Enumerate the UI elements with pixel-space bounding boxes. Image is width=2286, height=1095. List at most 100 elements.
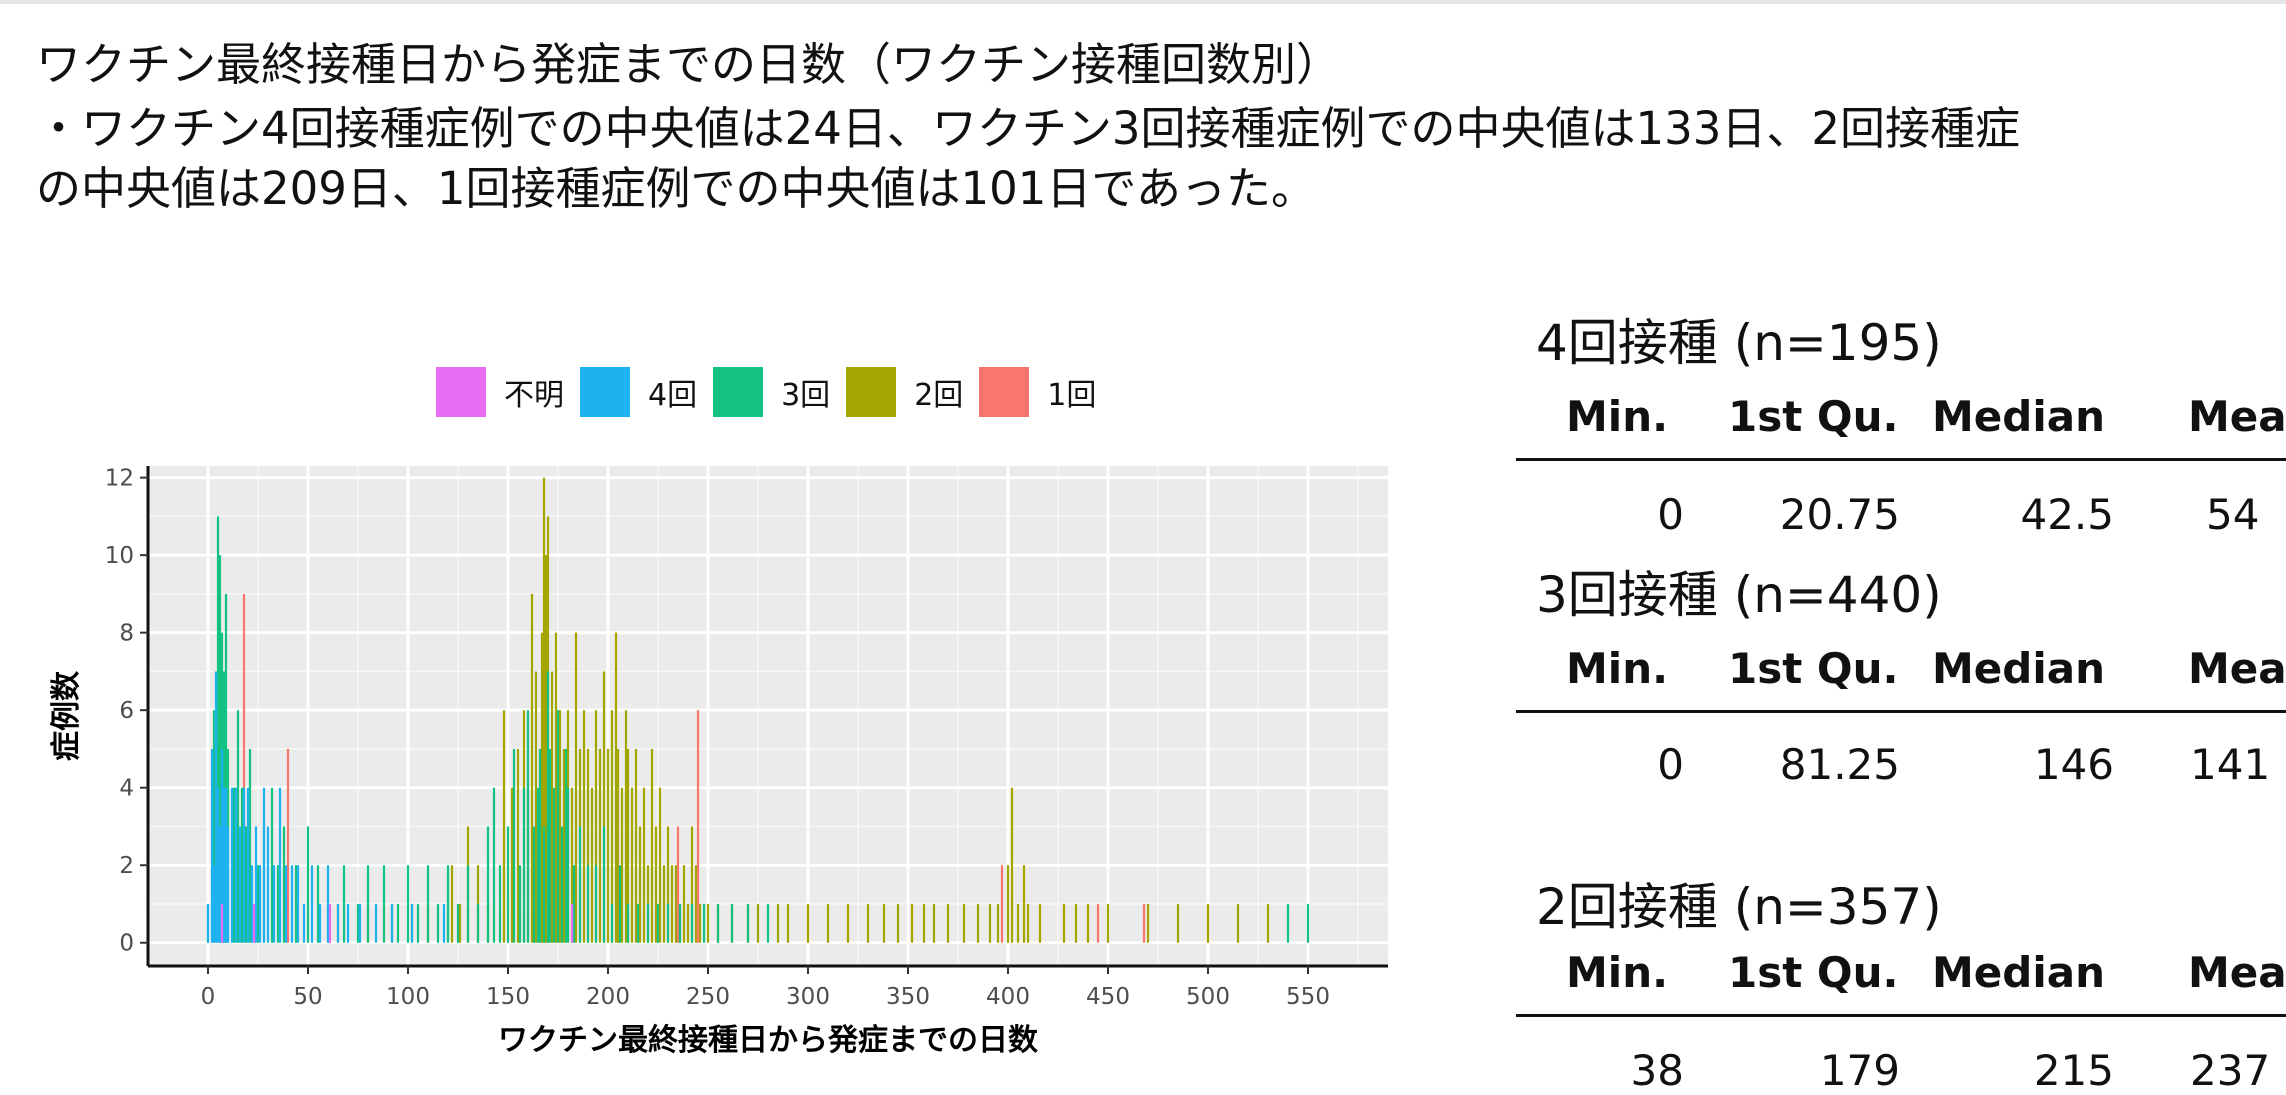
bar-2回 <box>1026 903 1030 943</box>
bar-4回 <box>246 787 250 943</box>
bar-3回 <box>766 903 770 943</box>
bar-3回 <box>536 787 540 943</box>
y-tick-label: 6 <box>119 698 134 724</box>
bar-4回 <box>258 865 262 943</box>
bar-2回 <box>996 903 1000 943</box>
bar-3回 <box>316 865 320 943</box>
bar-3回 <box>552 787 556 943</box>
stats-head-min-dose2: Min. <box>1566 948 1669 997</box>
bar-3回 <box>446 865 450 943</box>
bar-2回 <box>1176 903 1180 943</box>
legend-item-dose2: 2回 <box>846 367 963 417</box>
stats-head-median-dose4: Median <box>1932 392 2105 441</box>
legend-swatch-dose4 <box>580 367 630 417</box>
bar-2回 <box>630 787 634 943</box>
bar-2回 <box>686 903 690 943</box>
bar-2回 <box>582 710 586 943</box>
bar-4回 <box>262 787 266 943</box>
legend-label-dose4: 4回 <box>648 378 698 413</box>
bar-1回 <box>1000 865 1004 943</box>
bar-3回 <box>256 865 260 943</box>
bar-4回 <box>230 787 234 943</box>
histogram-chart: 0 50 100 150 200 250 300 350 400 450 500 550 0 2 4 6 8 10… <box>49 466 1388 1058</box>
legend-item-unknown: 不明 <box>436 367 564 417</box>
y-tick-label: 12 <box>105 466 134 492</box>
bar-3回 <box>416 903 420 943</box>
bar-3回 <box>548 748 552 943</box>
bar-4回 <box>234 787 238 943</box>
bar-2回 <box>846 903 850 943</box>
legend-swatch-unknown <box>436 367 486 417</box>
bar-3回 <box>656 903 660 943</box>
bar-3回 <box>578 826 582 943</box>
bar-2回 <box>620 787 624 943</box>
stats-val-q1-dose4: 20.75 <box>1779 490 1900 539</box>
bar-2回 <box>674 865 678 943</box>
bar-3回 <box>560 826 564 943</box>
y-tick-label: 8 <box>119 621 134 647</box>
x-tick-label: 550 <box>1286 984 1330 1010</box>
bar-2回 <box>650 748 654 943</box>
bar-3回 <box>396 903 400 943</box>
note-line-2: の中央値は209日、1回接種症例での中央値は101日であった。 <box>36 162 1316 215</box>
bar-3回 <box>618 865 622 943</box>
bar-2回 <box>610 710 614 943</box>
bar-3回 <box>506 826 510 943</box>
bar-2回 <box>616 748 620 943</box>
bar-2回 <box>976 903 980 943</box>
x-tick-label: 50 <box>293 984 322 1010</box>
legend-item-dose4: 4回 <box>580 367 697 417</box>
bar-不明 <box>328 903 332 943</box>
bar-1回 <box>676 826 680 943</box>
bar-3回 <box>244 826 248 943</box>
bar-4回 <box>346 903 350 943</box>
bar-2回 <box>962 903 966 943</box>
bar-4回 <box>302 903 306 943</box>
bar-不明 <box>570 903 574 943</box>
legend-item-dose1: 1回 <box>979 367 1096 417</box>
x-tick-label: 450 <box>1086 984 1130 1010</box>
top-rule <box>0 0 2286 4</box>
bar-2回 <box>776 903 780 943</box>
x-tick-label: 250 <box>686 984 730 1010</box>
bar-2回 <box>1146 903 1150 943</box>
bar-4回 <box>224 787 228 943</box>
bar-4回 <box>374 903 378 943</box>
stats-val-min-dose3: 0 <box>1657 740 1684 789</box>
bar-4回 <box>266 826 270 943</box>
stats-head-q1-dose3: 1st Qu. <box>1728 644 1899 693</box>
bar-2回 <box>590 787 594 943</box>
bar-2回 <box>1010 787 1014 943</box>
bar-3回 <box>532 826 536 943</box>
bar-3回 <box>476 903 480 943</box>
bar-2回 <box>910 903 914 943</box>
bar-2回 <box>554 632 558 943</box>
bar-4回 <box>318 903 322 943</box>
bar-3回 <box>270 787 274 943</box>
bar-4回 <box>290 865 294 943</box>
plot-panel <box>148 466 1388 966</box>
stats-val-min-dose2: 38 <box>1630 1046 1684 1095</box>
bar-3回 <box>236 710 240 943</box>
bar-2回 <box>1038 903 1042 943</box>
bar-2回 <box>694 865 698 943</box>
stats-head-mean-dose3: Mea <box>2188 644 2286 693</box>
bar-3回 <box>212 710 216 943</box>
bar-2回 <box>654 826 658 943</box>
bar-3回 <box>586 865 590 943</box>
bar-4回 <box>284 865 288 943</box>
bar-2回 <box>658 787 662 943</box>
bar-4回 <box>220 748 224 943</box>
stats-val-median-dose2: 215 <box>2033 1046 2114 1095</box>
bar-3回 <box>626 903 630 943</box>
stats-head-min-dose3: Min. <box>1566 644 1669 693</box>
axes <box>146 466 1388 968</box>
bar-3回 <box>456 903 460 943</box>
stats-title-dose2: 2回接種 (n=357) <box>1536 878 1942 936</box>
stats-head-median-dose3: Median <box>1932 644 2105 693</box>
bar-3回 <box>342 865 346 943</box>
bar-4回 <box>254 826 258 943</box>
stats-title-dose3: 3回接種 (n=440) <box>1536 566 1942 624</box>
stats-val-q1-dose3: 81.25 <box>1779 740 1900 789</box>
legend-swatch-dose2 <box>846 367 897 417</box>
